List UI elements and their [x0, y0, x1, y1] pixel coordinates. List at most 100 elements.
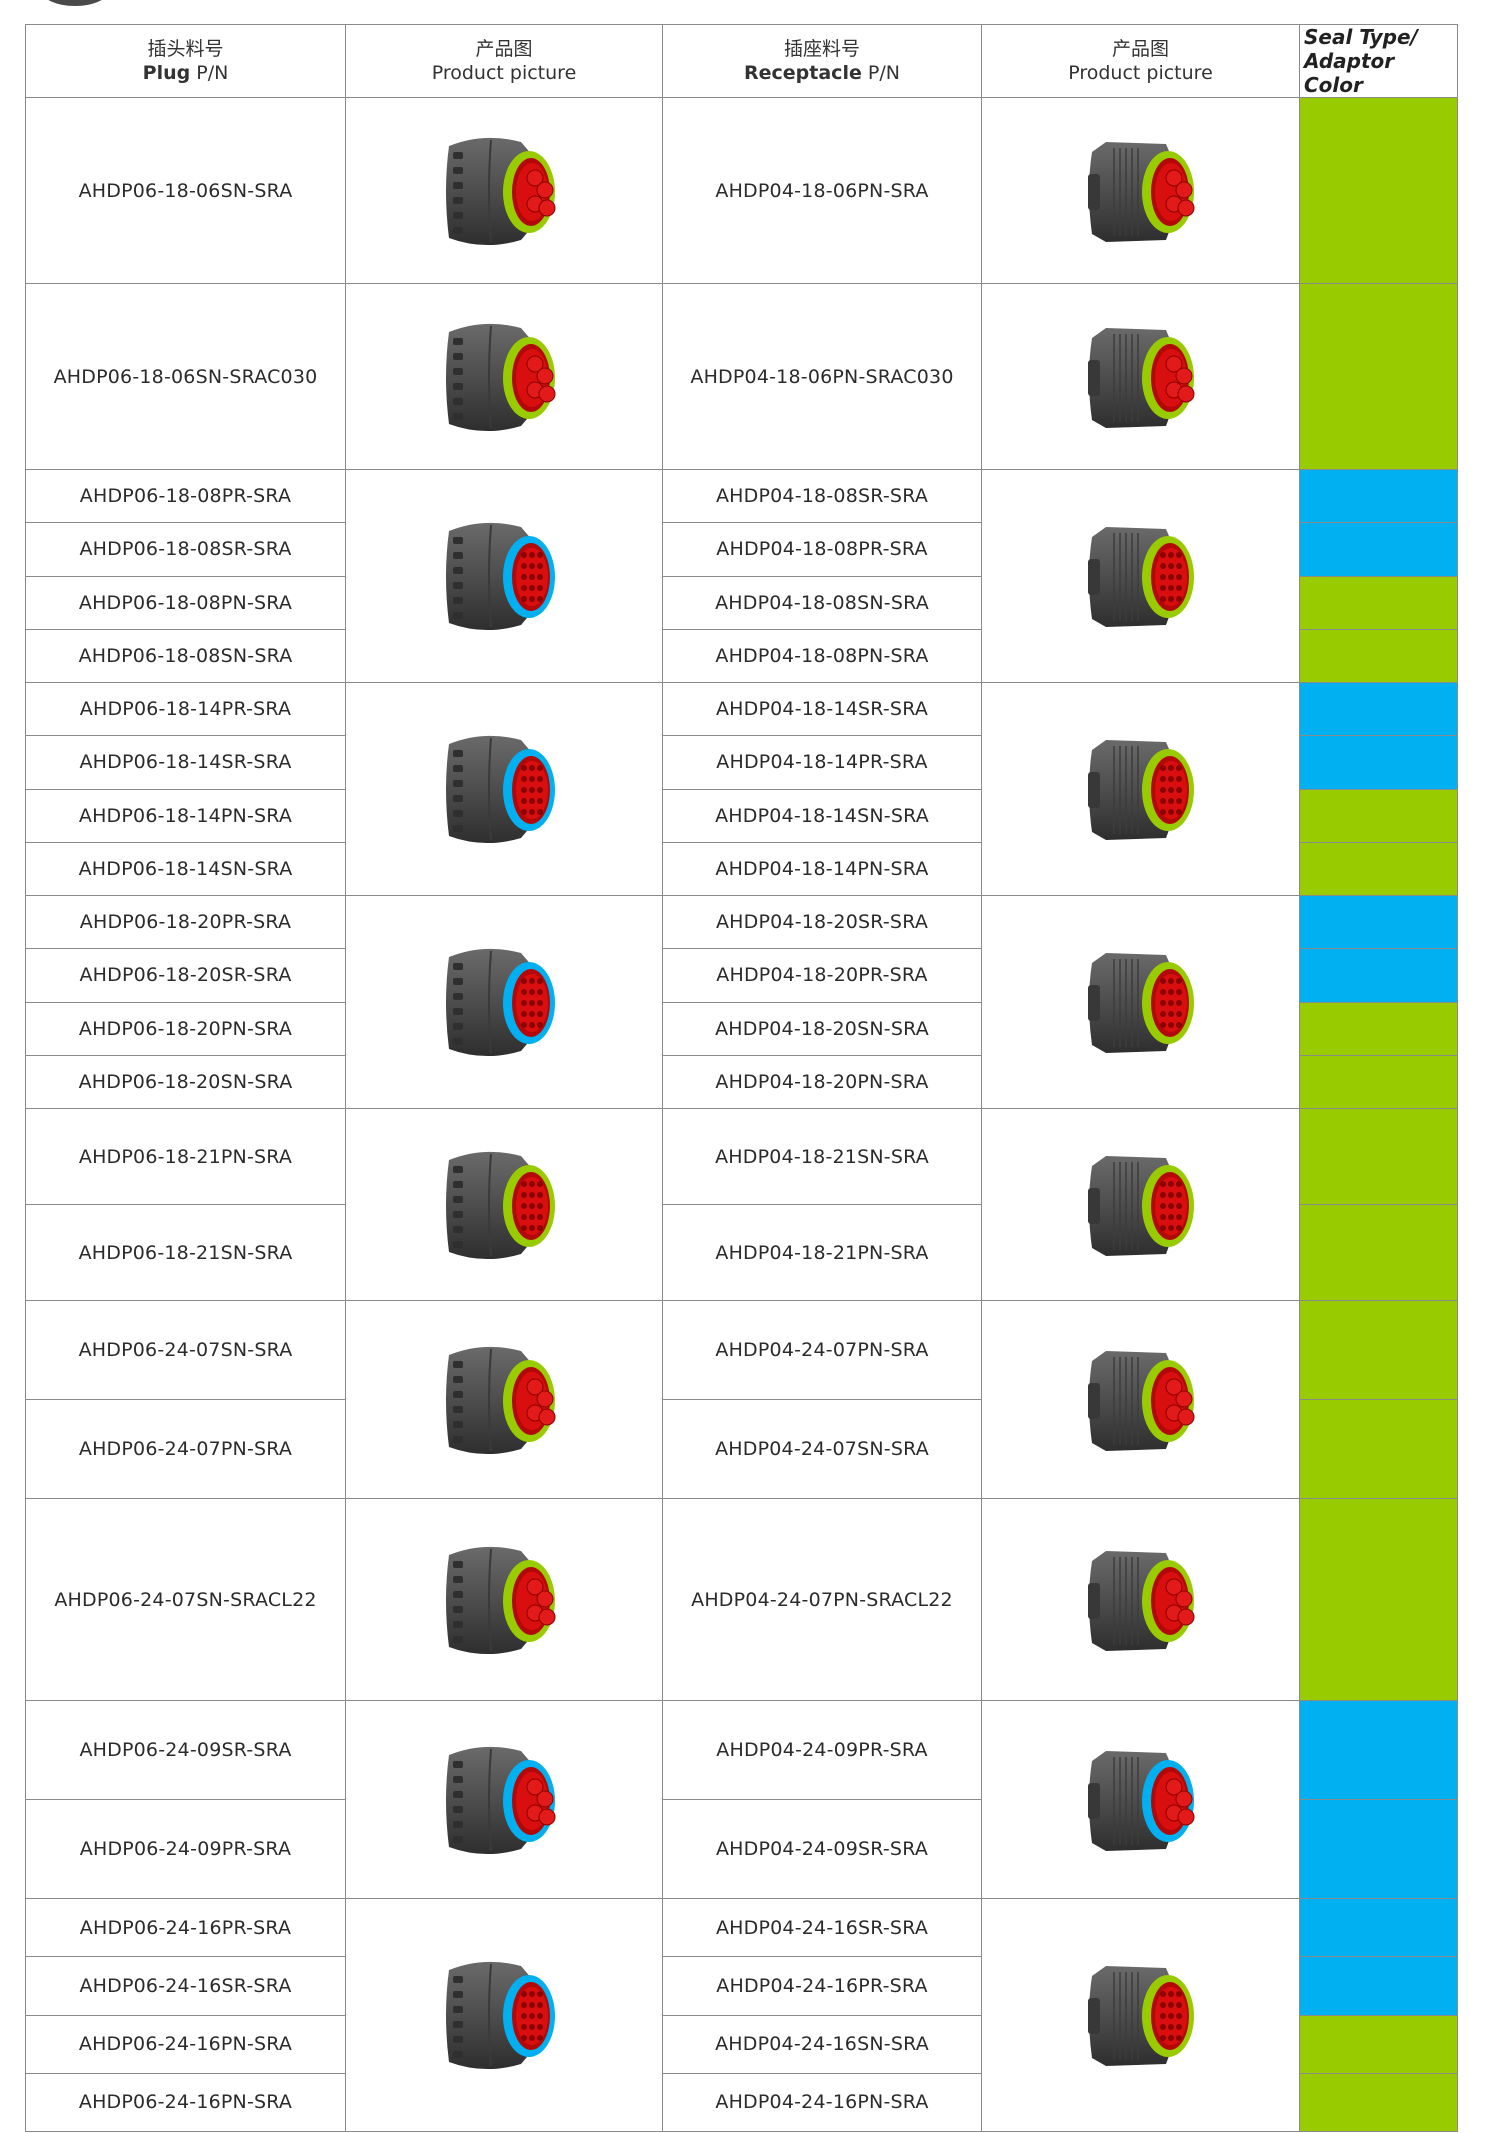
receptacle-pn-header-bold: Receptacle [744, 62, 862, 84]
seal-color-swatch [1299, 2072, 1458, 2133]
seal-color-swatch [1299, 1897, 1458, 1958]
seal-color-swatch [1299, 1300, 1458, 1400]
seal-color-swatch [1299, 681, 1458, 737]
plug-part-number: AHDP06-18-08PN-SRA [25, 575, 346, 630]
receptacle-product-picture [981, 682, 1300, 896]
table-row: AHDP06-24-16PN-SRA AHDP04-24-16SN-SRA [25, 2014, 1458, 2074]
plug-part-number: AHDP06-18-14PN-SRA [25, 788, 346, 843]
plug-part-number: AHDP06-24-16PN-SRA [25, 2072, 346, 2133]
table-row: AHDP06-18-20PR-SRA AHDP04-18-20SR-SRA [25, 894, 1458, 1109]
plug-part-number: AHDP06-18-14SN-SRA [25, 841, 346, 897]
seal-color-swatch [1299, 841, 1458, 897]
table-row: AHDP06-18-06SN-SRA AHDP04-18-06PN-SRA [25, 97, 1458, 284]
receptacle-part-number: AHDP04-18-08PN-SRA [662, 628, 982, 684]
receptacle-connector-icon [1087, 527, 1194, 627]
plug-part-number: AHDP06-24-09SR-SRA [25, 1700, 346, 1800]
logo-fragment [40, 0, 110, 6]
receptacle-product-picture [981, 1498, 1300, 1701]
receptacle-product-picture [981, 283, 1300, 470]
receptacle-part-number: AHDP04-18-20PR-SRA [662, 948, 982, 1003]
table-row: AHDP06-18-06SN-SRAC030 AHDP04-18-06PN-SRA… [25, 283, 1458, 470]
receptacle-connector-icon [1087, 141, 1194, 242]
receptacle-product-picture [981, 1898, 1300, 2132]
connector-table: 插头料号 Plug P/N 产品图 Product picture 插座料号 R… [25, 24, 1458, 2133]
receptacle-part-number: AHDP04-24-09PR-SRA [662, 1700, 982, 1800]
seal-type-header: Seal Type/ Adaptor Color [1299, 24, 1458, 98]
plug-part-number: AHDP06-18-14SR-SRA [25, 735, 346, 790]
seal-color-swatch [1299, 735, 1458, 790]
plug-part-number: AHDP06-18-08SR-SRA [25, 522, 346, 577]
table-row: AHDP06-18-08PN-SRA AHDP04-18-08SN-SRA [25, 575, 1458, 630]
seal-color-swatch [1299, 948, 1458, 1003]
receptacle-connector-icon [1087, 1155, 1194, 1256]
plug-part-number: AHDP06-18-14PR-SRA [25, 681, 346, 737]
seal-color-swatch [1299, 283, 1458, 470]
plug-picture-header-en: Product picture [431, 62, 577, 84]
receptacle-part-number: AHDP04-24-07SN-SRA [662, 1399, 982, 1499]
plug-product-picture [345, 895, 663, 1109]
seal-color-swatch [1299, 522, 1458, 577]
receptacle-part-number: AHDP04-24-16PN-SRA [662, 2072, 982, 2133]
table-row: AHDP06-24-09PR-SRA AHDP04-24-09SR-SRA [25, 1799, 1458, 1899]
connector-table-sheet: 插头料号 Plug P/N 产品图 Product picture 插座料号 R… [25, 24, 1458, 2133]
receptacle-product-picture [981, 1700, 1300, 1899]
plug-connector-icon [446, 137, 556, 245]
seal-color-swatch [1299, 1799, 1458, 1899]
receptacle-part-number: AHDP04-18-20SR-SRA [662, 894, 982, 950]
receptacle-part-number: AHDP04-18-20SN-SRA [662, 1001, 982, 1056]
receptacle-connector-icon [1087, 1966, 1194, 2066]
receptacle-part-number: AHDP04-18-08SN-SRA [662, 575, 982, 630]
seal-color-swatch [1299, 1700, 1458, 1800]
receptacle-connector-icon [1087, 1750, 1194, 1851]
plug-part-number: AHDP06-18-20PN-SRA [25, 1001, 346, 1056]
receptacle-part-number: AHDP04-24-07PN-SRA [662, 1300, 982, 1400]
plug-connector-icon [446, 1346, 556, 1454]
plug-part-number: AHDP06-24-16PN-SRA [25, 2014, 346, 2074]
plug-pn-header-rest: P/N [196, 62, 229, 84]
seal-color-swatch [1299, 468, 1458, 524]
plug-product-picture [345, 1108, 663, 1301]
receptacle-pn-header: 插座料号 Receptacle P/N [662, 24, 982, 98]
plug-connector-icon [446, 735, 555, 844]
receptacle-picture-header-cn: 产品图 [1111, 38, 1169, 60]
receptacle-connector-icon [1087, 1350, 1194, 1451]
plug-product-picture [345, 682, 663, 896]
receptacle-part-number: AHDP04-24-16PR-SRA [662, 1956, 982, 2016]
table-body: AHDP06-18-06SN-SRA AHDP04-18-06PN-SRA AHDP… [25, 97, 1458, 2133]
receptacle-part-number: AHDP04-18-06PN-SRA [662, 97, 982, 284]
seal-color-swatch [1299, 628, 1458, 684]
plug-product-picture [345, 1898, 663, 2132]
receptacle-part-number: AHDP04-24-16SR-SRA [662, 1897, 982, 1958]
table-row: AHDP06-24-07SN-SRACL22 AHDP04-24-07PN-SRA… [25, 1498, 1458, 1701]
table-row: AHDP06-18-14PN-SRA AHDP04-18-14SN-SRA [25, 788, 1458, 843]
plug-pn-header: 插头料号 Plug P/N [25, 24, 346, 98]
table-row: AHDP06-18-20SN-SRA AHDP04-18-20PN-SRA [25, 1054, 1458, 1110]
plug-part-number: AHDP06-18-21PN-SRA [25, 1108, 346, 1205]
plug-connector-icon [446, 1151, 555, 1259]
plug-part-number: AHDP06-24-07PN-SRA [25, 1399, 346, 1499]
seal-type-header-line1: Seal Type/ [1304, 25, 1418, 49]
receptacle-part-number: AHDP04-18-14PR-SRA [662, 735, 982, 790]
table-row: AHDP06-18-08PR-SRA AHDP04-18-08SR-SRA [25, 468, 1458, 683]
table-row: AHDP06-18-20SR-SRA AHDP04-18-20PR-SRA [25, 948, 1458, 1003]
receptacle-part-number: AHDP04-18-21SN-SRA [662, 1108, 982, 1205]
receptacle-connector-icon [1087, 953, 1194, 1053]
receptacle-connector-icon [1087, 327, 1194, 428]
table-row: AHDP06-18-08SR-SRA AHDP04-18-08PR-SRA [25, 522, 1458, 577]
table-row: AHDP06-18-21SN-SRA AHDP04-18-21PN-SRA [25, 1204, 1458, 1301]
table-row: AHDP06-24-07SN-SRA AHDP04-24-07PN-SRA [25, 1300, 1458, 1499]
table-row: AHDP06-18-14PR-SRA AHDP04-18-14SR-SRA [25, 681, 1458, 896]
receptacle-part-number: AHDP04-18-08SR-SRA [662, 468, 982, 524]
plug-connector-icon [446, 948, 555, 1057]
table-row: AHDP06-24-16PN-SRA AHDP04-24-16PN-SRA [25, 2072, 1458, 2133]
table-row: AHDP06-24-16PR-SRA AHDP04-24-16SR-SRA [25, 1897, 1458, 2132]
receptacle-product-picture [981, 97, 1300, 284]
plug-connector-icon [446, 1961, 555, 2070]
plug-part-number: AHDP06-18-21SN-SRA [25, 1204, 346, 1301]
seal-color-swatch [1299, 788, 1458, 843]
table-row: AHDP06-24-09SR-SRA AHDP04-24-09PR-SRA [25, 1700, 1458, 1899]
seal-color-swatch [1299, 1054, 1458, 1110]
plug-product-picture [345, 469, 663, 683]
seal-color-swatch [1299, 2014, 1458, 2074]
receptacle-connector-icon [1087, 1550, 1194, 1651]
